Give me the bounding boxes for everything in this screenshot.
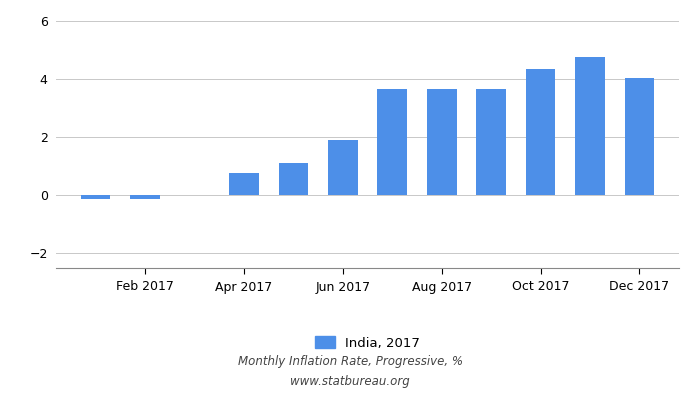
Bar [476,89,506,195]
Text: Monthly Inflation Rate, Progressive, %: Monthly Inflation Rate, Progressive, % [237,356,463,368]
Bar [526,69,555,195]
Bar [624,78,654,195]
Bar [279,163,308,195]
Bar [229,174,259,195]
Bar [377,89,407,195]
Bar [328,140,358,195]
Bar [130,195,160,199]
Bar [427,89,456,195]
Text: www.statbureau.org: www.statbureau.org [290,376,410,388]
Bar [80,195,111,199]
Bar [575,57,605,195]
Legend: India, 2017: India, 2017 [309,331,426,355]
